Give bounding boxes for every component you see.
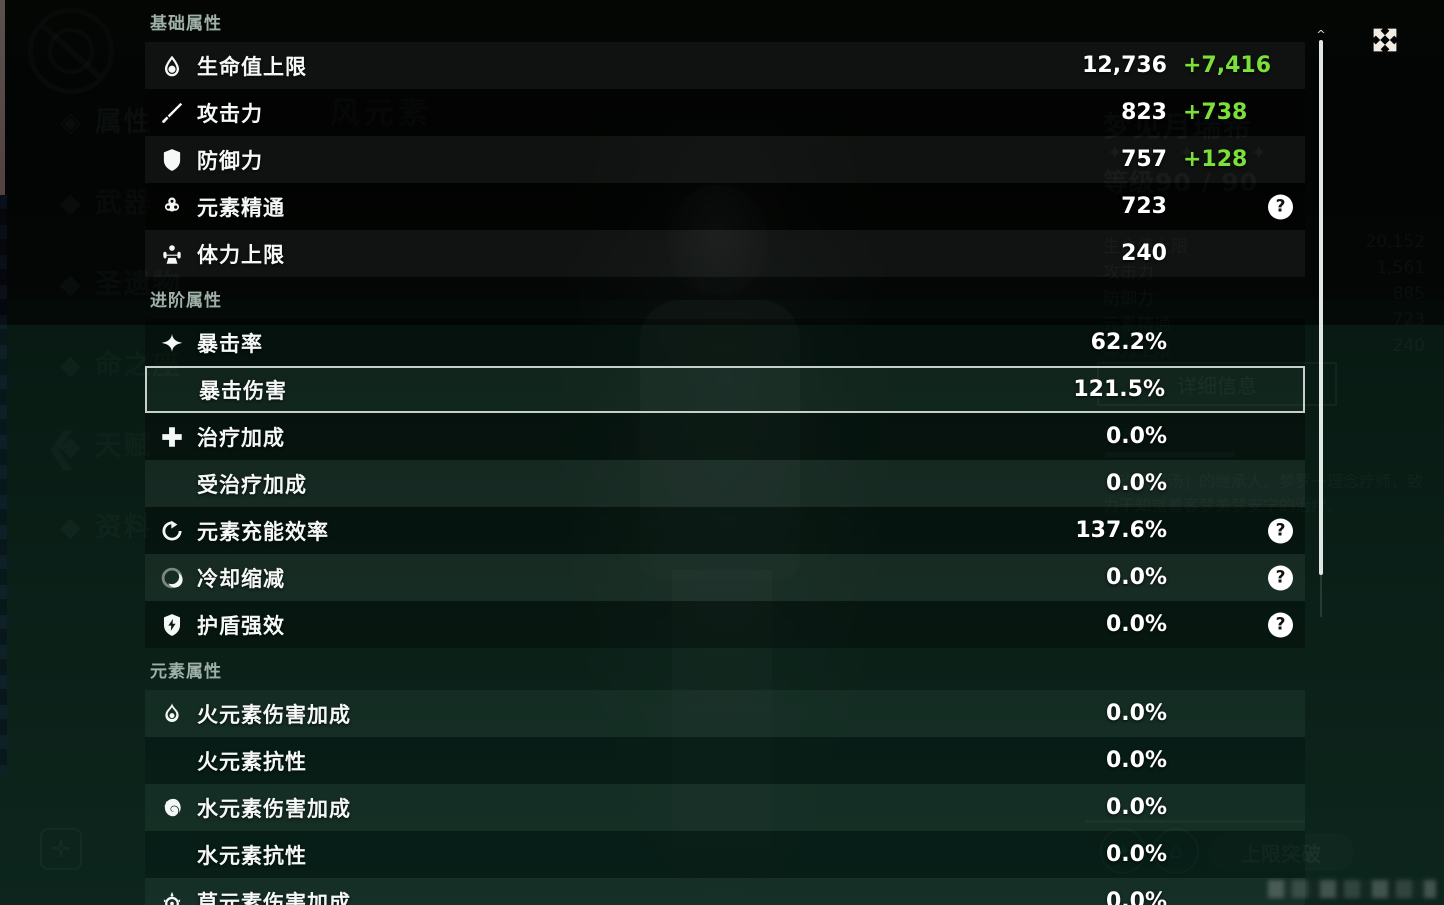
atk-sword-icon [155,96,189,130]
hydro-icon [155,791,189,825]
attribute-bonus: +128 [1183,147,1248,172]
no-icon-spacer [155,744,189,778]
attribute-label: 水元素抗性 [197,843,307,868]
attribute-label: 护盾强效 [197,613,285,638]
close-icon[interactable] [1363,18,1407,62]
attribute-value: 62.2% [1090,330,1167,355]
attribute-bonus: +738 [1183,100,1248,125]
attribute-bonus: +7,416 [1183,53,1272,78]
no-icon-spacer [155,467,189,501]
healing-plus-icon [155,420,189,454]
attribute-value: 137.6% [1075,518,1167,543]
hp-droplet-icon [155,49,189,83]
attribute-value: 121.5% [1073,377,1165,402]
attribute-label: 体力上限 [197,242,285,267]
no-icon-spacer [157,373,191,407]
attribute-row[interactable]: 元素精通 723? [145,183,1305,230]
no-icon-spacer [155,838,189,872]
attribute-label: 水元素伤害加成 [197,796,351,821]
help-icon[interactable]: ? [1268,612,1293,637]
attribute-label: 元素充能效率 [197,519,329,544]
attribute-label: 受治疗加成 [197,472,307,497]
attribute-label: 元素精通 [197,195,285,220]
attribute-label: 冷却缩减 [197,566,285,591]
attribute-value: 0.0% [1105,701,1167,726]
attribute-value: 0.0% [1105,748,1167,773]
attribute-value: 723 [1121,194,1167,219]
attribute-label: 暴击伤害 [199,378,287,403]
help-icon[interactable]: ? [1268,565,1293,590]
attribute-value: 823 [1121,100,1167,125]
attribute-label: 防御力 [197,148,263,173]
recharge-circle-icon [155,514,189,548]
attribute-row[interactable]: 冷却缩减 0.0%? [145,554,1305,601]
attribute-list-scrollbar[interactable]: ^ [1316,28,1326,617]
modal-scrim-top [0,0,1444,325]
mastery-trefoil-icon [155,190,189,224]
attribute-label: 暴击率 [197,331,263,356]
attribute-label: 攻击力 [197,101,263,126]
cooldown-moon-icon [155,561,189,595]
dendro-icon [155,885,189,905]
help-icon[interactable]: ? [1268,194,1293,219]
attribute-value: 0.0% [1105,612,1167,637]
attribute-label: 治疗加成 [197,425,285,450]
attribute-value: 0.0% [1105,889,1167,905]
crit-rate-star-icon [155,326,189,360]
shield-bolt-icon [155,608,189,642]
attribute-row[interactable]: 护盾强效 0.0%? [145,601,1305,648]
modal-scrim-bottom [0,325,1444,905]
section-header-elemental-attributes: 元素属性 [150,661,222,682]
attribute-value: 0.0% [1105,842,1167,867]
scroll-up-caret-icon[interactable]: ^ [1316,28,1326,41]
attribute-row[interactable]: 元素充能效率 137.6%? [145,507,1305,554]
section-header-advanced-attributes: 进阶属性 [150,290,222,311]
pyro-icon [155,697,189,731]
attribute-value: 12,736 [1082,53,1167,78]
section-header-base-attributes: 基础属性 [150,13,222,34]
attribute-label: 火元素伤害加成 [197,702,351,727]
attribute-value: 240 [1121,241,1167,266]
attribute-value: 0.0% [1105,471,1167,496]
attribute-value: 0.0% [1105,565,1167,590]
attribute-value: 757 [1121,147,1167,172]
attribute-label: 草元素伤害加成 [197,890,351,905]
attribute-label: 火元素抗性 [197,749,307,774]
help-icon[interactable]: ? [1268,518,1293,543]
stamina-icon [155,237,189,271]
def-shield-icon [155,143,189,177]
attribute-label: 生命值上限 [197,54,307,79]
scrollbar-thumb[interactable] [1319,40,1323,575]
attribute-value: 0.0% [1105,795,1167,820]
attribute-value: 0.0% [1105,424,1167,449]
